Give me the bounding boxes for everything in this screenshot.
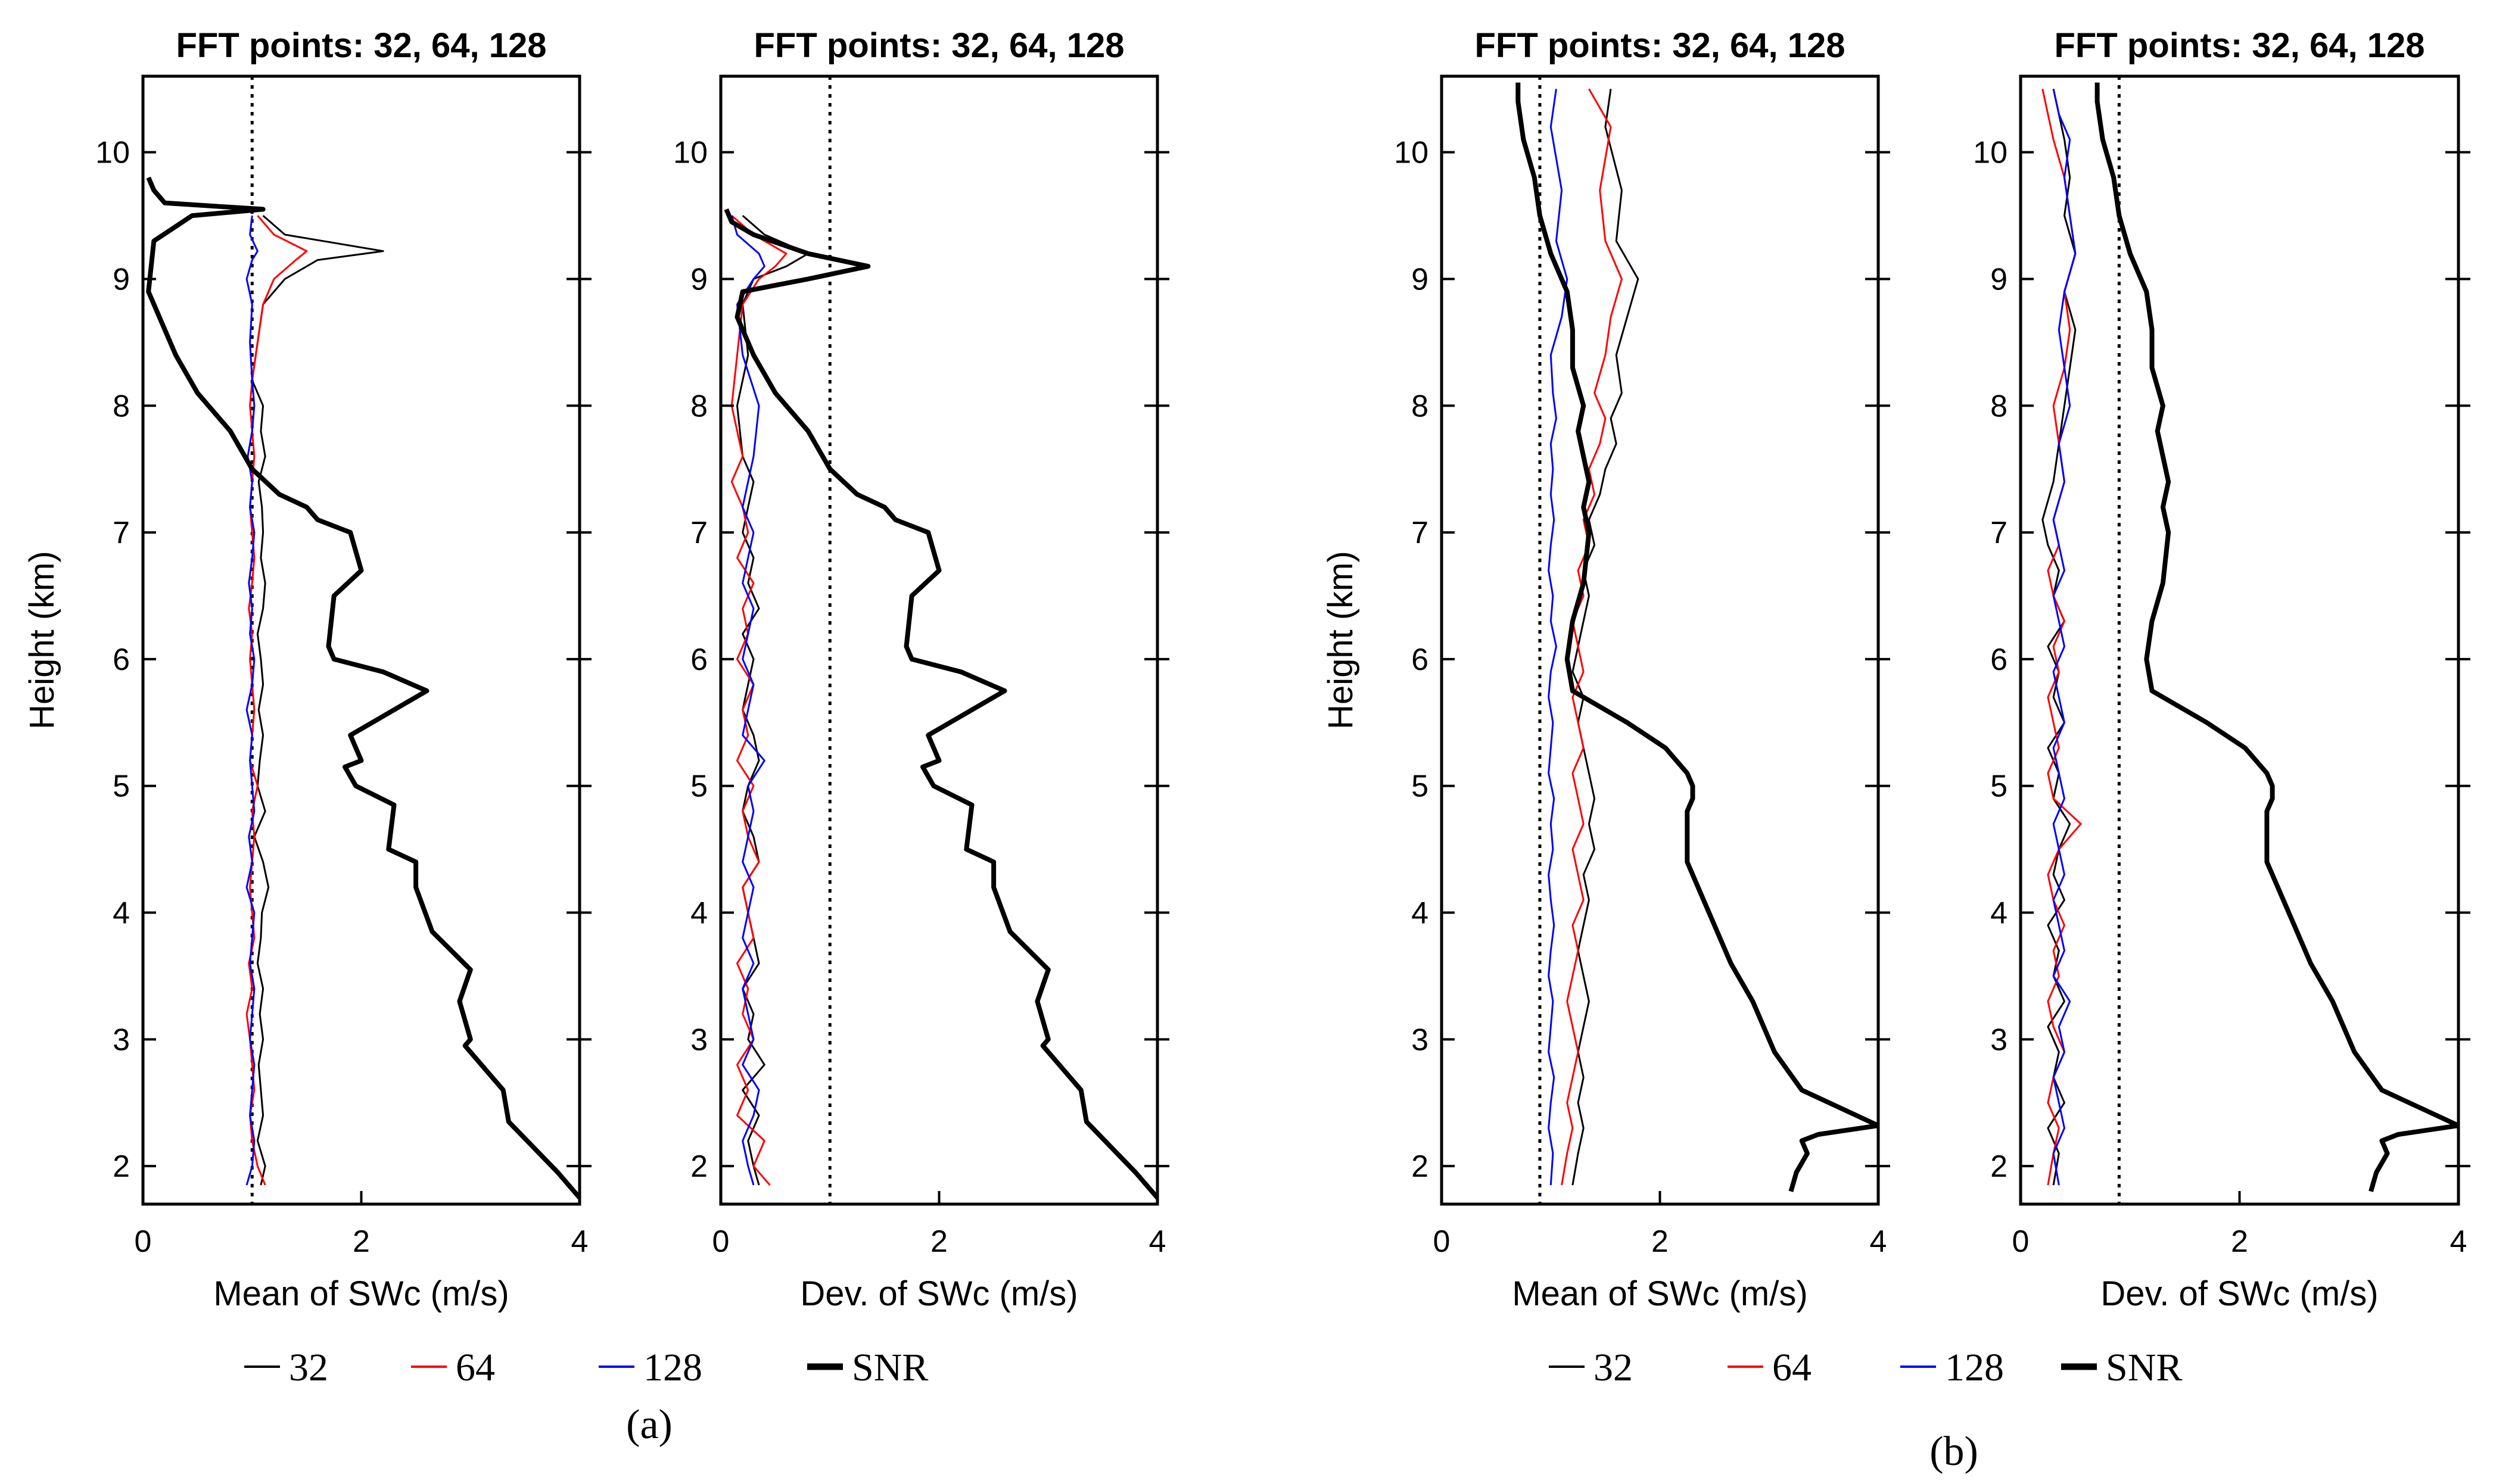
panel-3-ytick-label-4: 4 — [1411, 896, 1428, 931]
panel-2-ytick-label-8: 8 — [690, 389, 708, 423]
legend-b-label-snr: SNR — [2106, 1346, 2182, 1389]
panel-2-ytick-label-7: 7 — [690, 516, 708, 550]
panel-2-ytick-label-3: 3 — [690, 1022, 708, 1057]
panel-4-xtick-label-0: 0 — [2012, 1224, 2030, 1259]
legend-b: 32 64 128 SNR — [1549, 1346, 2182, 1389]
panel-3-xtick-label-4: 4 — [1870, 1224, 1887, 1259]
panel-4-title: FFT points: 32, 64, 128 — [2054, 26, 2424, 65]
panel-1-xtick-label-0: 0 — [135, 1224, 152, 1259]
panel-3-title: FFT points: 32, 64, 128 — [1474, 26, 1845, 65]
panel-3-ytick-label-8: 8 — [1411, 389, 1428, 423]
panel-1-ytick-label-6: 6 — [113, 643, 130, 677]
panel-1-xlabel: Mean of SWc (m/s) — [213, 1274, 509, 1313]
panel-1-series-32 — [251, 214, 384, 1186]
panel-3-ylabel: Height (km) — [1321, 551, 1360, 729]
panel-4-xlabel: Dev. of SWc (m/s) — [2100, 1274, 2378, 1313]
panel-2: FFT points: 32, 64, 128 2 3 4 5 6 7 8 9 10 0 2 4 Dev.… — [673, 26, 1169, 1313]
panel-1-title: FFT points: 32, 64, 128 — [176, 26, 546, 65]
panel-3-series-32 — [1571, 89, 1639, 1186]
panel-tag-a: (a) — [626, 1402, 673, 1448]
panel-2-ytick-label-6: 6 — [690, 643, 708, 677]
panel-1-ytick-label-8: 8 — [113, 389, 130, 423]
panel-4-ytick-label-9: 9 — [1990, 262, 2008, 297]
panel-3-series-64 — [1561, 88, 1623, 1186]
legend-b-label-64: 64 — [1772, 1346, 1812, 1389]
panel-4-ytick-label-6: 6 — [1990, 643, 2008, 677]
panel-4-ytick-label-7: 7 — [1990, 516, 2008, 550]
panel-3-ytick-label-9: 9 — [1411, 262, 1428, 297]
panel-2-xtick-label-0: 0 — [712, 1224, 730, 1259]
panel-4-ytick-label-5: 5 — [1990, 769, 2008, 804]
panel-1-ytick-label-9: 9 — [113, 262, 130, 297]
panel-3-ytick-label-7: 7 — [1411, 516, 1428, 550]
panel-2-ytick-label-4: 4 — [690, 896, 708, 931]
panel-2-series-128 — [730, 215, 765, 1186]
legend-a-label-64: 64 — [456, 1346, 495, 1389]
panel-3-xtick-label-2: 2 — [1651, 1224, 1669, 1259]
panel-2-ytick-label-10: 10 — [673, 136, 708, 170]
legend-a-label-32: 32 — [289, 1346, 328, 1389]
panel-1-ytick-label-10: 10 — [95, 136, 130, 170]
panel-4-ytick-label-4: 4 — [1990, 896, 2008, 931]
legend-a-label-snr: SNR — [852, 1346, 928, 1389]
legend-a: 32 64 128 SNR — [244, 1346, 928, 1389]
panel-3: FFT points: 32, 64, 128 2 3 4 5 6 7 8 9 10 0 2 4 Mean… — [1321, 26, 1890, 1313]
panel-tag-b: (b) — [1929, 1429, 1978, 1474]
panel-2-series-snr — [724, 208, 1157, 1200]
panel-4-series-snr — [2094, 82, 2458, 1192]
panel-2-xtick-label-2: 2 — [930, 1224, 948, 1259]
panel-3-frame — [1440, 74, 1880, 1206]
panel-2-xtick-label-4: 4 — [1149, 1224, 1166, 1259]
panel-1-xtick-label-4: 4 — [571, 1224, 589, 1259]
panel-1-series-128 — [245, 215, 259, 1186]
panel-1-ytick-label-7: 7 — [113, 516, 130, 550]
panel-4-series-64 — [2041, 88, 2082, 1186]
panel-2-title: FFT points: 32, 64, 128 — [754, 26, 1124, 65]
panel-1: FFT points: 32, 64, 128 2 3 4 5 6 7 8 9 10 0 2 4 Mean… — [23, 26, 592, 1313]
panel-1-frame — [141, 74, 581, 1206]
panel-3-ytick-label-2: 2 — [1411, 1149, 1428, 1184]
panel-4-ytick-label-2: 2 — [1990, 1149, 2008, 1184]
panel-1-ytick-label-5: 5 — [113, 769, 130, 804]
panel-3-ytick-label-3: 3 — [1411, 1022, 1428, 1057]
panel-2-ytick-label-9: 9 — [690, 262, 708, 297]
panel-1-series-64 — [245, 215, 308, 1186]
panel-1-series-snr — [146, 176, 580, 1200]
panel-3-ytick-label-6: 6 — [1411, 643, 1428, 677]
legend-b-label-32: 32 — [1593, 1346, 1633, 1389]
panel-1-ytick-label-4: 4 — [113, 896, 130, 931]
panel-4-series-128 — [2052, 88, 2077, 1186]
panel-2-ytick-label-5: 5 — [690, 769, 708, 804]
panel-4-ytick-label-3: 3 — [1990, 1022, 2008, 1057]
panel-2-series-32 — [736, 214, 810, 1186]
panel-3-series-snr — [1515, 82, 1878, 1192]
legend-b-label-128: 128 — [1945, 1346, 2004, 1389]
panel-4-xtick-label-4: 4 — [2450, 1224, 2467, 1259]
legend-a-label-128: 128 — [643, 1346, 702, 1389]
panel-3-xlabel: Mean of SWc (m/s) — [1512, 1274, 1807, 1313]
panel-1-ytick-label-3: 3 — [113, 1022, 130, 1057]
panel-2-xlabel: Dev. of SWc (m/s) — [800, 1274, 1078, 1313]
panel-3-xtick-label-0: 0 — [1433, 1224, 1451, 1259]
panel-1-ytick-label-2: 2 — [113, 1149, 130, 1184]
panel-3-ytick-label-5: 5 — [1411, 769, 1428, 804]
panel-4: FFT points: 32, 64, 128 2 3 4 5 6 7 8 9 10 0 2 4 Dev.… — [1973, 26, 2470, 1313]
panel-1-xtick-label-2: 2 — [353, 1224, 370, 1259]
panel-4-series-32 — [2041, 88, 2077, 1186]
panel-4-ytick-label-8: 8 — [1990, 389, 2008, 423]
panel-1-ylabel: Height (km) — [23, 551, 61, 729]
panel-4-xtick-label-2: 2 — [2231, 1224, 2248, 1259]
panel-2-ytick-label-2: 2 — [690, 1149, 708, 1184]
panel-3-ytick-label-10: 10 — [1394, 136, 1428, 170]
panel-4-ytick-label-10: 10 — [1973, 136, 2008, 170]
panel-4-frame — [2019, 74, 2460, 1206]
panel-3-series-128 — [1548, 89, 1568, 1186]
